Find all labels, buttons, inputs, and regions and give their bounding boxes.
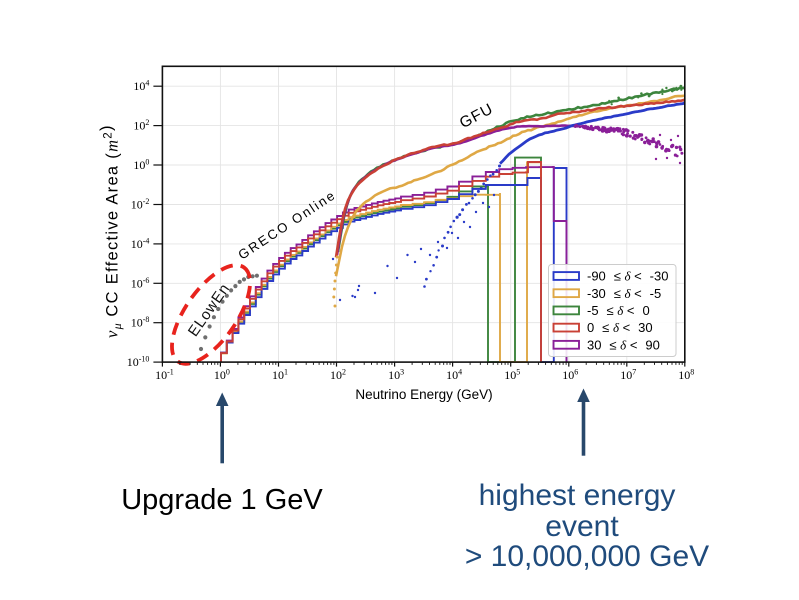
svg-text:ELowEn: ELowEn xyxy=(185,280,234,339)
svg-text:10-10: 10-10 xyxy=(127,355,150,370)
svg-text:10-4: 10-4 xyxy=(131,236,150,251)
svg-text:-90 ≤ δ < -30: -90 ≤ δ < -30 xyxy=(587,269,668,284)
svg-text:107: 107 xyxy=(620,368,636,383)
svg-text:105: 105 xyxy=(504,368,520,383)
svg-text:GRECO Online: GRECO Online xyxy=(235,187,338,263)
svg-text:10-2: 10-2 xyxy=(131,197,150,212)
svg-text:100: 100 xyxy=(214,368,230,383)
svg-text:0 ≤ δ < 30: 0 ≤ δ < 30 xyxy=(587,320,653,335)
svg-text:Neutrino Energy (GeV): Neutrino Energy (GeV) xyxy=(355,387,492,402)
svg-text:-30 ≤ δ < -5: -30 ≤ δ < -5 xyxy=(587,286,661,301)
svg-text:30 ≤ δ < 90: 30 ≤ δ < 90 xyxy=(587,337,660,352)
svg-text:106: 106 xyxy=(562,368,578,383)
svg-text:10-1: 10-1 xyxy=(155,368,174,383)
svg-text:10-6: 10-6 xyxy=(131,276,150,291)
svg-text:108: 108 xyxy=(678,368,694,383)
svg-text:νμ CC Effective Area (m2): νμ CC Effective Area (m2) xyxy=(98,124,125,338)
svg-text:101: 101 xyxy=(272,368,288,383)
svg-text:104: 104 xyxy=(446,368,462,383)
svg-text:10-8: 10-8 xyxy=(131,315,150,330)
svg-text:-5 ≤ δ < 0: -5 ≤ δ < 0 xyxy=(587,303,650,318)
svg-text:102: 102 xyxy=(330,368,346,383)
svg-text:GFU: GFU xyxy=(457,100,497,132)
svg-text:102: 102 xyxy=(133,118,149,133)
svg-text:100: 100 xyxy=(133,158,149,173)
svg-text:103: 103 xyxy=(388,368,404,383)
svg-text:104: 104 xyxy=(133,79,149,94)
